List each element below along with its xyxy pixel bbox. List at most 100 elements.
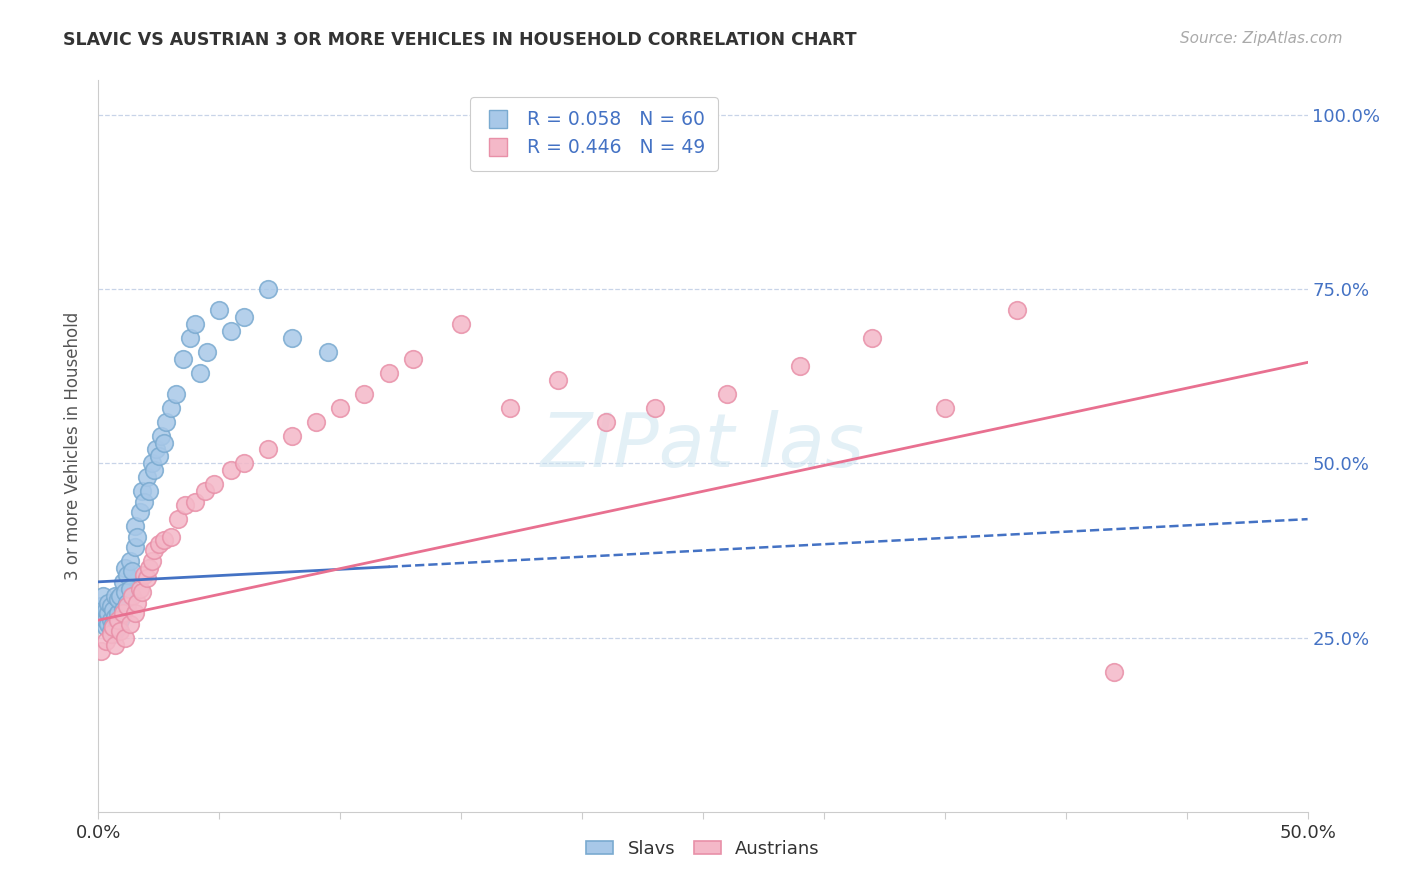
Point bbox=[131, 585, 153, 599]
Y-axis label: 3 or more Vehicles in Household: 3 or more Vehicles in Household bbox=[65, 312, 83, 580]
Text: Source: ZipAtlas.com: Source: ZipAtlas.com bbox=[1180, 31, 1343, 46]
Point bbox=[108, 613, 131, 627]
Point bbox=[128, 505, 150, 519]
Point bbox=[172, 351, 194, 366]
Point bbox=[108, 589, 131, 603]
Point bbox=[111, 606, 134, 620]
Point bbox=[1102, 665, 1125, 680]
Point bbox=[316, 345, 339, 359]
Point bbox=[107, 592, 129, 607]
Text: SLAVIC VS AUSTRIAN 3 OR MORE VEHICLES IN HOUSEHOLD CORRELATION CHART: SLAVIC VS AUSTRIAN 3 OR MORE VEHICLES IN… bbox=[63, 31, 856, 49]
Point bbox=[402, 351, 425, 366]
Point bbox=[256, 282, 278, 296]
Point bbox=[117, 567, 139, 582]
Point bbox=[148, 536, 170, 550]
Point bbox=[100, 599, 122, 614]
Point bbox=[117, 599, 139, 614]
Point bbox=[256, 442, 278, 457]
Point bbox=[184, 494, 207, 508]
Point bbox=[160, 530, 183, 544]
Point bbox=[100, 624, 122, 638]
Point bbox=[232, 310, 254, 325]
Point bbox=[124, 540, 146, 554]
Point bbox=[221, 463, 243, 477]
Point bbox=[131, 484, 153, 499]
Point bbox=[143, 543, 166, 558]
Point bbox=[111, 603, 134, 617]
Point bbox=[353, 386, 375, 401]
Point bbox=[134, 494, 156, 508]
Point bbox=[121, 589, 143, 603]
Point bbox=[128, 582, 150, 596]
Point bbox=[152, 435, 174, 450]
Point bbox=[138, 484, 160, 499]
Point bbox=[124, 606, 146, 620]
Point bbox=[281, 428, 304, 442]
Point bbox=[595, 415, 617, 429]
Point bbox=[145, 442, 167, 457]
Point bbox=[644, 401, 666, 415]
Point bbox=[167, 512, 190, 526]
Point bbox=[195, 345, 218, 359]
Legend: Slavs, Austrians: Slavs, Austrians bbox=[579, 832, 827, 865]
Point bbox=[114, 631, 136, 645]
Point bbox=[127, 530, 149, 544]
Point bbox=[101, 616, 124, 631]
Point bbox=[141, 554, 163, 568]
Point bbox=[108, 624, 131, 638]
Point bbox=[165, 386, 187, 401]
Point bbox=[121, 565, 143, 579]
Point bbox=[143, 463, 166, 477]
Point bbox=[118, 554, 141, 568]
Point bbox=[934, 401, 956, 415]
Point bbox=[101, 627, 124, 641]
Point bbox=[118, 582, 141, 596]
Point bbox=[127, 596, 149, 610]
Point bbox=[281, 331, 304, 345]
Point bbox=[100, 613, 122, 627]
Point bbox=[1007, 303, 1029, 318]
Point bbox=[107, 606, 129, 620]
Point bbox=[94, 634, 117, 648]
Point bbox=[204, 477, 226, 491]
Point bbox=[134, 567, 156, 582]
Point bbox=[104, 609, 127, 624]
Point bbox=[135, 571, 157, 585]
Point bbox=[100, 627, 122, 641]
Point bbox=[114, 561, 136, 575]
Point bbox=[94, 613, 117, 627]
Point bbox=[194, 484, 217, 499]
Point bbox=[117, 596, 139, 610]
Point bbox=[208, 303, 231, 318]
Point bbox=[221, 324, 243, 338]
Point bbox=[94, 620, 117, 634]
Point bbox=[94, 603, 117, 617]
Point bbox=[305, 415, 328, 429]
Point bbox=[450, 317, 472, 331]
Point bbox=[90, 644, 112, 658]
Point bbox=[107, 620, 129, 634]
Point bbox=[91, 589, 114, 603]
Point bbox=[377, 366, 399, 380]
Point bbox=[104, 589, 127, 603]
Point bbox=[155, 415, 177, 429]
Point bbox=[104, 638, 127, 652]
Point bbox=[184, 317, 207, 331]
Point bbox=[148, 450, 170, 464]
Point bbox=[118, 616, 141, 631]
Point bbox=[152, 533, 174, 547]
Point bbox=[150, 428, 173, 442]
Point bbox=[97, 616, 120, 631]
Point bbox=[97, 606, 120, 620]
Point bbox=[91, 609, 114, 624]
Point bbox=[111, 574, 134, 589]
Point bbox=[101, 603, 124, 617]
Point bbox=[141, 457, 163, 471]
Point bbox=[547, 373, 569, 387]
Point bbox=[789, 359, 811, 373]
Point bbox=[135, 470, 157, 484]
Point bbox=[114, 585, 136, 599]
Point bbox=[860, 331, 883, 345]
Point bbox=[716, 386, 738, 401]
Point bbox=[179, 331, 201, 345]
